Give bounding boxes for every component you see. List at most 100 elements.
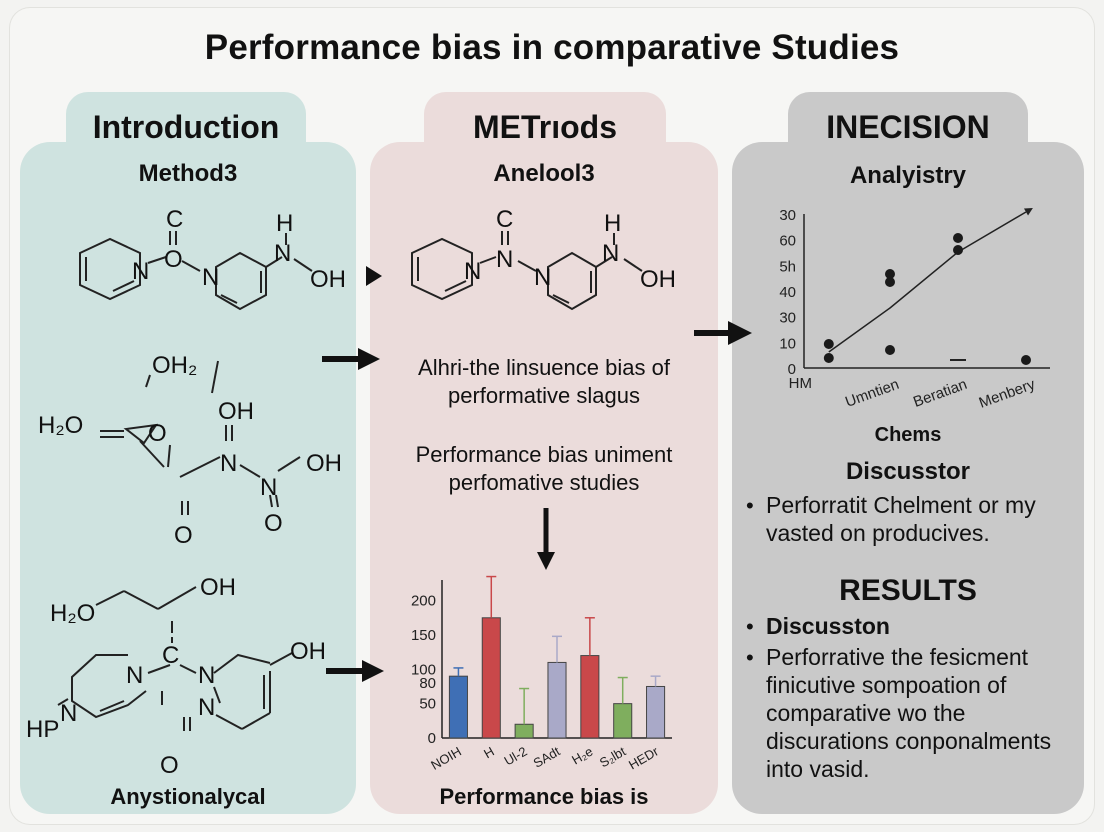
methods-text-1-line1: Alhri-the linsuence bias of (418, 355, 670, 380)
atom-n: N (496, 246, 513, 273)
scatter-chart: 0 10 30 40 5h 60 30 HM Umntien Beratian Menbery (779, 207, 1050, 412)
x-tick-label: HEDr (626, 743, 662, 772)
results-bullet-1: • (746, 614, 754, 639)
right-arrow-icon (322, 348, 380, 370)
decision-panel (732, 142, 1084, 814)
y-tick-label: 0 (788, 361, 796, 378)
atom-n: N (220, 450, 237, 477)
atom-o: O (160, 752, 179, 779)
scatter-point (885, 269, 895, 279)
trend-arrowhead (1023, 207, 1033, 216)
atom-n: N (464, 258, 481, 285)
methods-subtitle: Anelool3 (493, 160, 595, 187)
x-tick-label: H₂e (569, 744, 595, 768)
bar (514, 723, 534, 739)
atom-n: N (126, 662, 143, 689)
atom-c: C (166, 206, 183, 233)
methods-text-2-line2: perfomative studies (448, 470, 640, 495)
molecule-methods: C N N N H N OH (411, 206, 676, 311)
y-tick-label: 40 (779, 284, 796, 301)
atom-c: C (162, 642, 179, 669)
atom-o: O (148, 420, 167, 447)
y-tick-label: 100 (411, 661, 436, 678)
molecule-2: OH₂ H₂O O OH N N OH N O O (38, 352, 342, 549)
atom-n: N (602, 240, 619, 267)
y-tick-label: 150 (411, 627, 436, 644)
methods-text-2-line1: Performance bias uniment (415, 442, 673, 467)
introduction-subtitle: Method3 (138, 160, 238, 187)
atom-h: H (604, 210, 621, 237)
atom-hp: HP (26, 716, 59, 743)
atom-oh: OH (200, 574, 236, 601)
x-tick-label: H (481, 744, 497, 762)
scatter-point (953, 233, 963, 243)
discussion-bullet: • (746, 493, 754, 518)
atom-n: N (274, 240, 291, 267)
y-tick-label: 200 (411, 593, 436, 610)
bar (547, 661, 567, 739)
atom-oh: OH (306, 450, 342, 477)
methods-text-2: Performance bias uniment perfomative stu… (370, 441, 718, 497)
x-tick-label: Umntien (843, 376, 901, 411)
x-tick-label: Menbery (977, 376, 1038, 412)
atom-h2o: H₂O (38, 412, 83, 439)
x-tick-label: NOIH (428, 744, 464, 773)
atom-oh: OH (290, 638, 326, 665)
bar (646, 685, 666, 739)
figure-title: Performance bias in comparative Studies (204, 28, 900, 67)
bar (580, 655, 600, 739)
atom-n: N (132, 258, 149, 285)
results-item-1: Discusston (766, 613, 890, 639)
atom-n: N (260, 474, 277, 501)
results-item-2-line1: Perforrative the fesicment (766, 644, 1029, 670)
y-tick-label: 80 (419, 675, 436, 692)
atom-oh: OH (310, 266, 346, 293)
right-arrow-icon (366, 266, 382, 286)
atom-oh2: OH₂ (152, 352, 197, 379)
bar (613, 703, 633, 739)
x-tick-label: SAdt (531, 743, 563, 770)
down-arrow-icon (537, 508, 555, 570)
atom-c: C (496, 206, 513, 233)
discussion-line2: vasted on producives. (766, 520, 990, 546)
results-item-2-line2: finicutive sompoation of (766, 672, 1007, 698)
trend-line (828, 211, 1027, 353)
introduction-caption: Anystionalycal (110, 784, 266, 809)
molecule-3: H₂O OH C N N N OH HP N N O (26, 574, 326, 779)
introduction-panel (20, 142, 356, 814)
atom-o: O (264, 510, 283, 537)
chart-caption: Chems (874, 424, 942, 446)
bar (448, 675, 468, 739)
x-tick-label: Beratian (911, 376, 969, 411)
molecule-1: C O N N H N OH (79, 206, 346, 311)
methods-text-1: Alhri-the linsuence bias of performative… (370, 354, 718, 410)
scatter-point (1021, 355, 1031, 365)
results-heading: RESULTS (839, 574, 977, 607)
scatter-point (823, 339, 834, 349)
atom-n: N (202, 264, 219, 291)
scatter-point (885, 345, 895, 355)
bar (481, 617, 501, 739)
atom-h: H (276, 210, 293, 237)
y-tick-label: 60 (779, 233, 796, 250)
methods-text-1-line2: performative slagus (448, 383, 640, 408)
scatter-point (953, 245, 963, 255)
y-tick-label: 50 (419, 696, 436, 713)
right-arrow-icon (694, 321, 752, 345)
discussion-heading: Discusstor (845, 458, 971, 485)
results-bullet-2: • (746, 645, 754, 670)
right-arrow-icon (326, 660, 384, 682)
atom-n: N (198, 662, 215, 689)
atom-o: O (164, 246, 183, 273)
results-item-2-line4: discurations conponalments (766, 728, 1052, 754)
y-tick-label: 5h (779, 258, 796, 275)
discussion-line1: Perforratit Chelment or my (766, 492, 1036, 518)
y-tick-label: 30 (779, 207, 796, 224)
y-tick-label: 30 (779, 310, 796, 327)
tab-decision-label: INECISION (826, 109, 990, 145)
scatter-point (823, 353, 834, 363)
y-tick-label: 0 (428, 730, 436, 747)
decision-subtitle: Analyistry (849, 162, 967, 189)
results-item-2-line5: into vasid. (766, 756, 870, 782)
